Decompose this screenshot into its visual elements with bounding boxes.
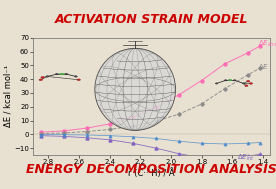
Circle shape [215,83,218,84]
Text: ACTIVATION STRAIN MODEL: ACTIVATION STRAIN MODEL [55,13,249,26]
Circle shape [245,85,248,87]
Text: ENERGY DECOMPOSITION ANALYSIS: ENERGY DECOMPOSITION ANALYSIS [26,163,276,176]
Circle shape [41,77,44,78]
Y-axis label: ΔE / kcal mol⁻¹: ΔE / kcal mol⁻¹ [4,65,13,127]
Circle shape [77,79,80,81]
Circle shape [65,73,68,75]
Text: $\Delta E_{int}$: $\Delta E_{int}$ [237,153,254,163]
Text: $\Delta E_{strain}$: $\Delta E_{strain}$ [258,39,276,49]
Circle shape [55,73,58,75]
Circle shape [224,80,227,81]
Circle shape [242,83,245,84]
Circle shape [75,76,77,77]
Circle shape [46,76,49,77]
Circle shape [39,79,43,81]
Ellipse shape [95,48,176,130]
Circle shape [233,80,236,81]
X-axis label: r (C···H) / Å: r (C···H) / Å [129,168,175,178]
Circle shape [249,83,253,84]
Circle shape [246,81,250,82]
Text: $\Delta E$: $\Delta E$ [258,62,269,71]
